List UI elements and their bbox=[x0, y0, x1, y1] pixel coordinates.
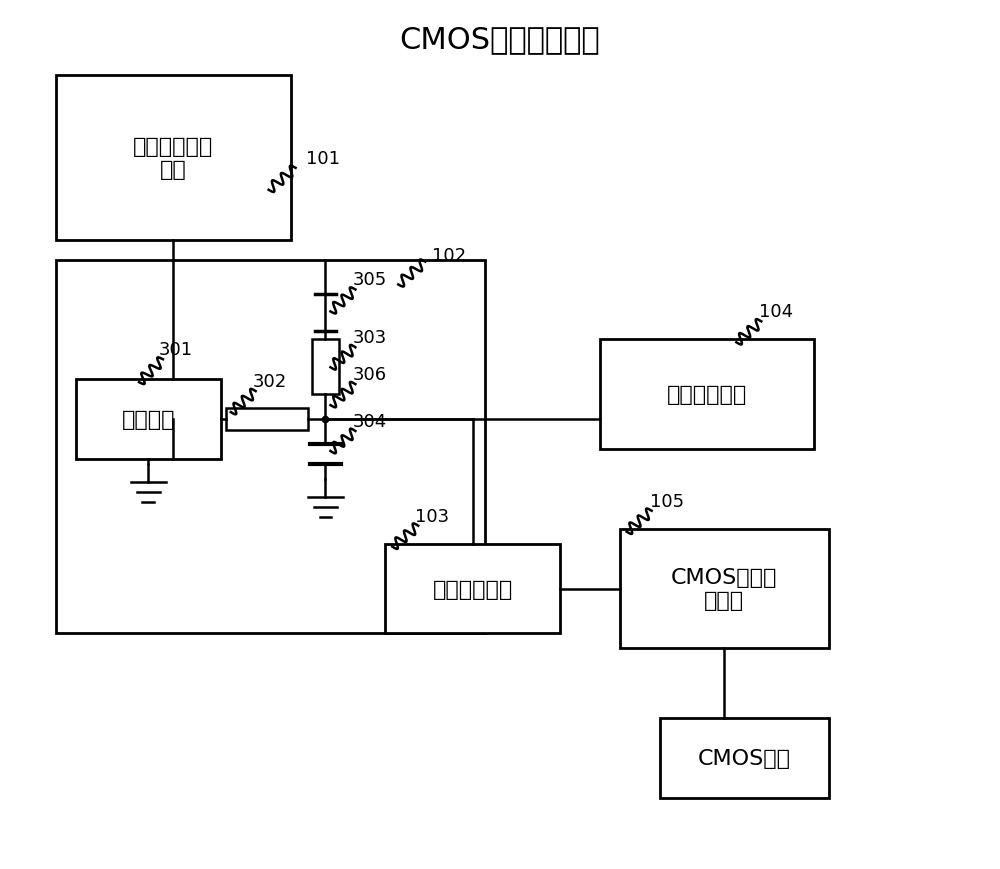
Text: 复位信号输出
电路: 复位信号输出 电路 bbox=[133, 136, 214, 180]
Bar bbox=[600, 340, 814, 449]
Text: 第一开关: 第一开关 bbox=[122, 409, 175, 429]
Bar bbox=[76, 380, 221, 460]
Text: 101: 101 bbox=[306, 149, 340, 168]
Text: 105: 105 bbox=[650, 492, 684, 510]
Text: 304: 304 bbox=[352, 413, 387, 430]
Text: 104: 104 bbox=[759, 303, 793, 321]
Text: 嵌入式控制器: 嵌入式控制器 bbox=[667, 385, 747, 405]
Text: 301: 301 bbox=[159, 341, 193, 359]
Text: CMOS数据清
除模块: CMOS数据清 除模块 bbox=[671, 567, 778, 610]
Bar bbox=[56, 260, 485, 634]
Text: 102: 102 bbox=[432, 246, 466, 264]
Bar bbox=[226, 408, 308, 430]
Text: CMOS芯片: CMOS芯片 bbox=[698, 748, 791, 768]
Text: 103: 103 bbox=[415, 507, 449, 525]
Bar bbox=[385, 544, 560, 634]
Bar bbox=[660, 719, 829, 798]
Bar bbox=[620, 529, 829, 648]
Text: 第二延时模块: 第二延时模块 bbox=[432, 579, 513, 599]
Text: 305: 305 bbox=[352, 271, 387, 289]
Text: 303: 303 bbox=[352, 329, 387, 347]
Text: CMOS数据清除电路: CMOS数据清除电路 bbox=[400, 24, 600, 54]
Text: 302: 302 bbox=[253, 373, 287, 391]
Text: 306: 306 bbox=[352, 366, 387, 384]
Bar bbox=[56, 76, 291, 241]
Bar bbox=[312, 340, 339, 395]
